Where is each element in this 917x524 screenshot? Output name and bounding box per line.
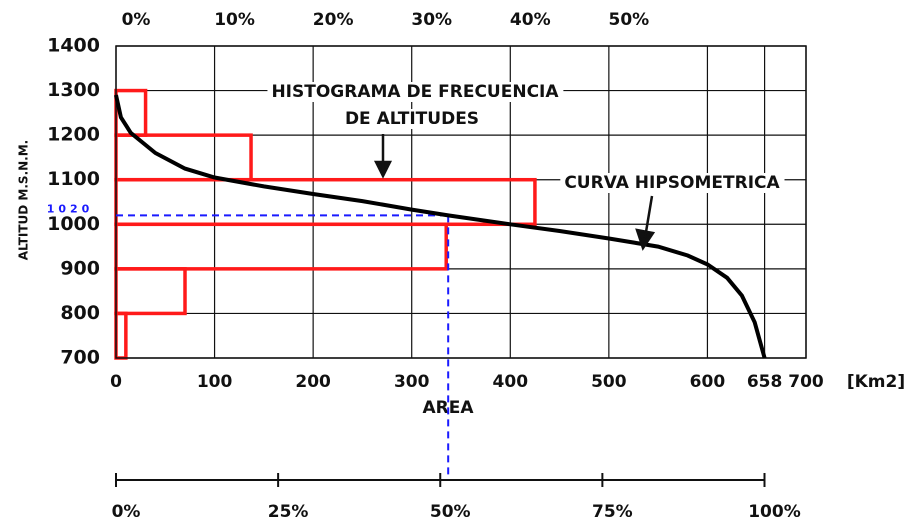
top-tick-label: 50% — [609, 10, 650, 30]
y-tick-label: 700 — [60, 347, 100, 369]
y-tick-label: 1300 — [47, 79, 100, 101]
x-tick-label: 400 — [493, 372, 529, 392]
annotation-bg — [560, 173, 785, 193]
x-tick-label: 0 — [110, 372, 122, 392]
y-tick-label: 1000 — [47, 213, 100, 235]
y-tick-label: 1200 — [47, 124, 100, 146]
y-tick-label: 900 — [60, 257, 100, 279]
annotation-bg — [267, 82, 564, 102]
x-tick-label: 658 — [747, 372, 783, 392]
x-tick-label: 700 — [788, 372, 824, 392]
histogram-bar — [114, 311, 128, 360]
x-tick-label: 600 — [690, 372, 726, 392]
percent-tick-label: 0% — [112, 502, 141, 522]
percent-tick-label: 50% — [430, 502, 471, 522]
y-tick-label: 1100 — [47, 168, 100, 190]
histogram-bar — [114, 222, 448, 271]
top-tick-label: 30% — [411, 10, 452, 30]
arrow — [635, 195, 656, 251]
percent-tick-label: 25% — [268, 502, 309, 522]
marker-label: 1020 — [47, 202, 94, 215]
percent-tick-label: 100% — [748, 502, 801, 522]
top-tick-label: 40% — [510, 10, 551, 30]
top-tick-label: 10% — [214, 10, 255, 30]
annotation: DE ALTITUDES — [345, 109, 479, 129]
annotation: CURVA HIPSOMETRICA — [564, 173, 780, 193]
hypsometric-curve — [114, 94, 767, 359]
y-tick-label: 800 — [60, 302, 100, 324]
x-tick-label: 200 — [295, 372, 331, 392]
x-tick-label: 500 — [591, 372, 627, 392]
histogram-bar — [114, 267, 187, 316]
x-tick-label: 300 — [394, 372, 430, 392]
annotation: HISTOGRAMA DE FRECUENCIA — [271, 82, 559, 102]
percent-tick-label: 75% — [592, 502, 633, 522]
top-tick-label: 20% — [313, 10, 354, 30]
annotation-bg — [340, 109, 484, 129]
x-unit: [Km2] — [847, 372, 905, 392]
x-tick-label: 100 — [197, 372, 233, 392]
y-tick-label: 1400 — [47, 35, 100, 57]
histogram-bar — [114, 133, 253, 182]
arrow — [373, 134, 393, 179]
top-tick-label: 0% — [122, 10, 151, 30]
y-axis-label: ALTITUD M.S.N.M. — [17, 140, 31, 260]
plot-frame — [115, 45, 807, 359]
